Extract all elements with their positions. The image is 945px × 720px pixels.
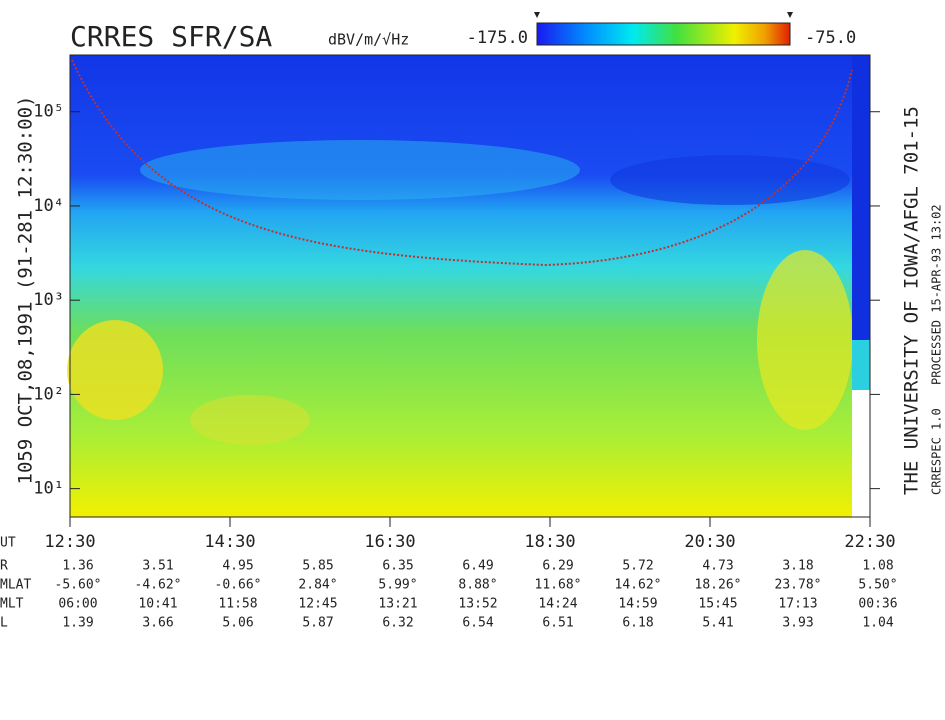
ephemeris-value: 12:45: [298, 597, 337, 612]
colorbar: [536, 22, 791, 46]
colorbar-marker: [787, 12, 793, 18]
ephemeris-value: 4.73: [702, 559, 733, 574]
ephemeris-value: 3.18: [782, 559, 813, 574]
y-tick-label: 10⁴: [33, 196, 64, 216]
x-tick-label: 22:30: [844, 532, 895, 552]
plot-frame: [69, 54, 871, 518]
ephemeris-value: 2.84°: [298, 578, 337, 593]
ephemeris-value: 15:45: [698, 597, 737, 612]
ephemeris-value: 18.26°: [695, 578, 742, 593]
y-tick-label: 10³: [33, 290, 64, 310]
x-tick-label: 20:30: [684, 532, 735, 552]
ephemeris-value: 5.72: [622, 559, 653, 574]
ephemeris-value: 14:24: [538, 597, 577, 612]
x-tick-label: 14:30: [204, 532, 255, 552]
ephemeris-value: 13:21: [378, 597, 417, 612]
ephemeris-value: 5.99°: [378, 578, 417, 593]
x-tick-label: 18:30: [524, 532, 575, 552]
x-tick-label: 16:30: [364, 532, 415, 552]
ephemeris-value: 23.78°: [775, 578, 822, 593]
ephemeris-value: 3.66: [142, 616, 173, 631]
ephemeris-value: 5.41: [702, 616, 733, 631]
institution: THE UNIVERSITY OF IOWA/AFGL 701-15: [901, 106, 923, 495]
y-tick-label: 10¹: [33, 479, 64, 499]
ephemeris-value: 1.36: [62, 559, 93, 574]
colorbar-tick-label: -175.0: [467, 28, 528, 48]
ephemeris-value: 11:58: [218, 597, 257, 612]
ephemeris-value: 5.06: [222, 616, 253, 631]
ephemeris-value: 1.04: [862, 616, 893, 631]
colorbar-label: dBV/m/√Hz: [328, 31, 409, 49]
ephemeris-value: 14:59: [618, 597, 657, 612]
ephemeris-value: 3.93: [782, 616, 813, 631]
ephemeris-value: 5.87: [302, 616, 333, 631]
ephemeris-value: 10:41: [138, 597, 177, 612]
ephemeris-value: 13:52: [458, 597, 497, 612]
ephemeris-value: 06:00: [58, 597, 97, 612]
ephemeris-value: 5.50°: [858, 578, 897, 593]
processed: PROCESSED 15-APR-93 13:02: [930, 204, 944, 385]
ephemeris-value: 5.85: [302, 559, 333, 574]
ephemeris-value: 6.49: [462, 559, 493, 574]
ephemeris-value: 6.54: [462, 616, 493, 631]
y-tick-label: 10⁵: [33, 102, 64, 122]
ephemeris-value: -4.62°: [135, 578, 182, 593]
x-label: UT: [0, 536, 16, 551]
ephemeris-value: 3.51: [142, 559, 173, 574]
ephemeris-value: 6.51: [542, 616, 573, 631]
ephemeris-value: -0.66°: [215, 578, 262, 593]
ephemeris-value: 8.88°: [458, 578, 497, 593]
ephemeris-value: 6.18: [622, 616, 653, 631]
colorbar-marker: [534, 12, 540, 18]
y-label: 1059 OCT,08,1991 (91-281 12:30:00): [15, 96, 37, 485]
ephemeris-value: -5.60°: [55, 578, 102, 593]
ephemeris-value: 6.32: [382, 616, 413, 631]
ephemeris-value: 6.35: [382, 559, 413, 574]
chart-title: CRRES SFR/SA: [70, 20, 272, 53]
ephemeris-row-label: R: [0, 559, 8, 574]
ephemeris-value: 14.62°: [615, 578, 662, 593]
software: CRRESPEC 1.0: [930, 408, 944, 495]
ephemeris-value: 1.08: [862, 559, 893, 574]
ephemeris-row-label: L: [0, 616, 8, 631]
colorbar-tick-label: -75.0: [805, 28, 856, 48]
ephemeris-value: 17:13: [778, 597, 817, 612]
ephemeris-value: 1.39: [62, 616, 93, 631]
ephemeris-value: 11.68°: [535, 578, 582, 593]
x-tick-label: 12:30: [44, 532, 95, 552]
ephemeris-value: 00:36: [858, 597, 897, 612]
ephemeris-value: 6.29: [542, 559, 573, 574]
ephemeris-value: 4.95: [222, 559, 253, 574]
ephemeris-row-label: MLAT: [0, 578, 31, 593]
spectrogram: [67, 55, 870, 517]
y-tick-label: 10²: [33, 384, 64, 404]
ephemeris-row-label: MLT: [0, 597, 24, 612]
